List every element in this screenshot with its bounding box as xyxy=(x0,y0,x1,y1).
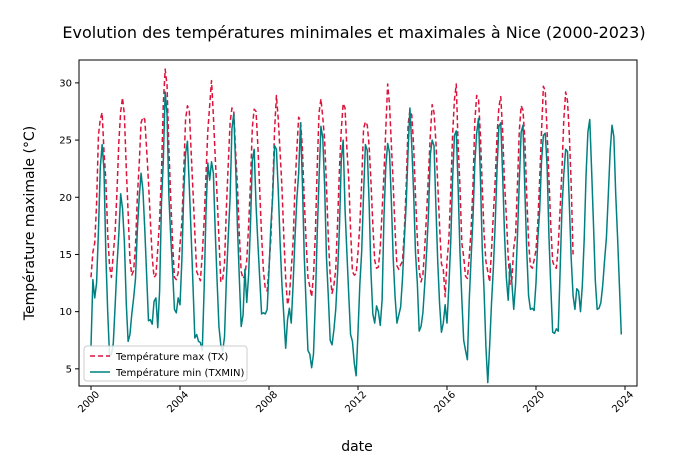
y-tick-label: 15 xyxy=(59,250,72,261)
legend-label-tx: Température max (TX) xyxy=(115,351,228,363)
y-tick-label: 25 xyxy=(59,136,72,147)
y-tick-label: 20 xyxy=(59,193,72,204)
legend: Température max (TX) Température min (TX… xyxy=(83,345,248,382)
y-axis: 5 10 15 20 25 30 xyxy=(59,78,79,375)
legend-box xyxy=(83,345,248,382)
y-tick-label: 10 xyxy=(59,307,72,318)
legend-label-txmin: Température min (TXMIN) xyxy=(115,367,244,379)
series-layer xyxy=(90,68,623,384)
series-line-tx xyxy=(90,68,574,306)
y-tick-label: 30 xyxy=(59,78,72,89)
y-axis-title: Température maximale (°C) xyxy=(22,126,38,321)
chart-title: Evolution des températures minimales et … xyxy=(62,23,645,42)
x-axis-title: date xyxy=(341,439,373,455)
series-line-txmin xyxy=(90,91,623,384)
y-tick-label: 5 xyxy=(66,364,72,375)
